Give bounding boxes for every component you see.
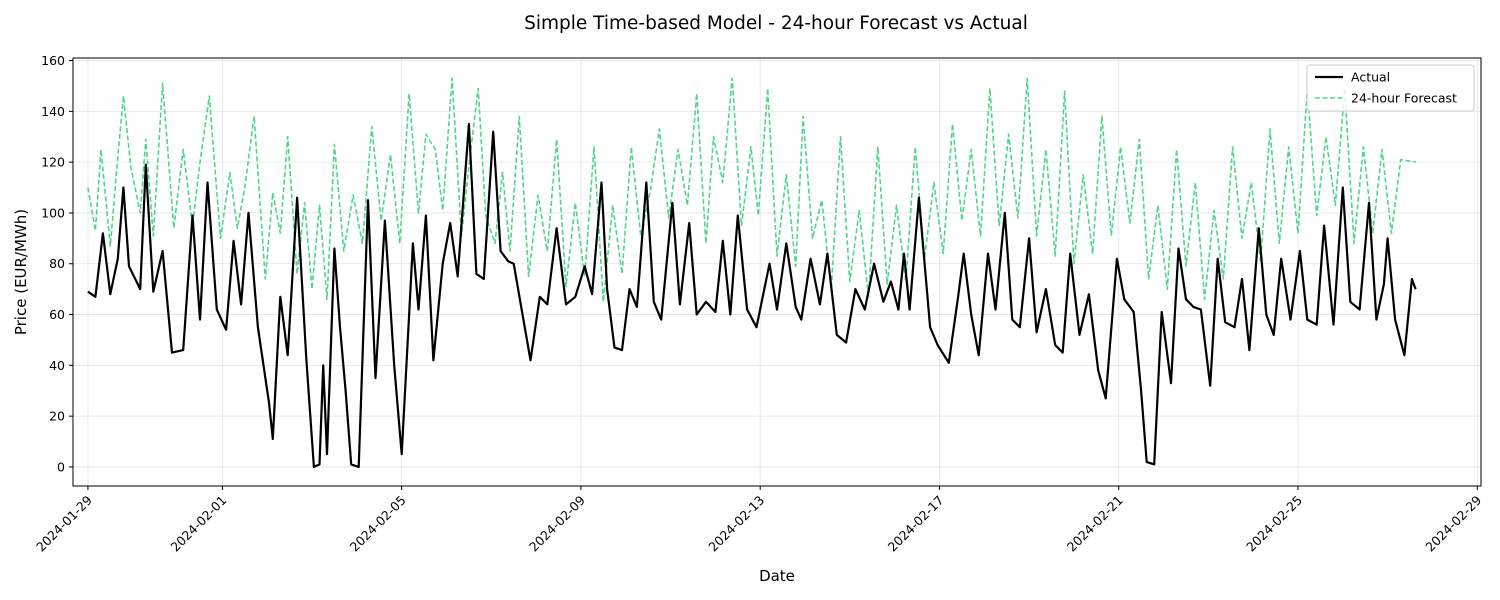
y-tick-label: 60 [49, 307, 65, 322]
x-axis-title: Date [759, 567, 795, 585]
series-line-24-hour-forecast [87, 77, 1416, 303]
y-tick-label: 40 [49, 358, 65, 373]
y-tick-label: 120 [41, 155, 65, 170]
plot-frame [72, 57, 1482, 487]
y-tick-label: 80 [49, 256, 65, 271]
y-axis-title: Price (EUR/MWh) [12, 209, 30, 335]
y-tick-label: 20 [49, 409, 65, 424]
legend-label: Actual [1351, 70, 1390, 85]
y-tick-label: 100 [41, 205, 65, 220]
legend: Actual 24-hour Forecast [1306, 64, 1475, 112]
y-tick-label: 140 [41, 104, 65, 119]
series-line-actual [87, 122, 1417, 468]
chart-title: Simple Time-based Model - 24-hour Foreca… [524, 13, 1028, 34]
y-tick-label: 160 [41, 53, 65, 68]
y-tick-label: 0 [57, 459, 65, 474]
plot-area [87, 77, 1417, 468]
legend-box [1306, 64, 1475, 112]
legend-label: 24-hour Forecast [1351, 91, 1457, 106]
y-axis: 0 20 40 60 80 100 120 140 160 [41, 53, 73, 474]
